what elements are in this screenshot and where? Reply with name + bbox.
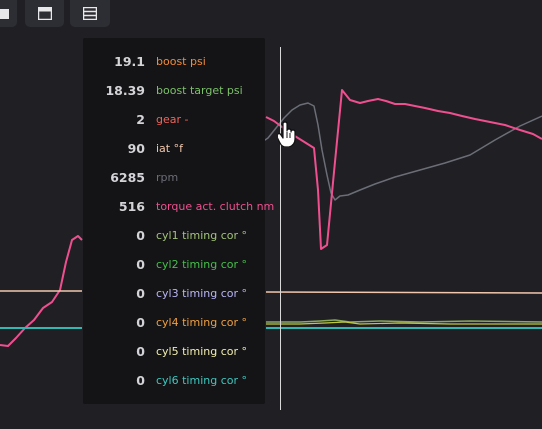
tooltip-series-label: iat °f bbox=[156, 142, 183, 155]
tooltip-row: 0 cyl4 timing cor ° bbox=[83, 315, 265, 335]
view-single-button[interactable] bbox=[0, 0, 17, 27]
series-line-rpm bbox=[261, 102, 542, 201]
tooltip-row: 0 cyl1 timing cor ° bbox=[83, 228, 265, 248]
tooltip-row: 0 cyl2 timing cor ° bbox=[83, 257, 265, 277]
tooltip-row: 2 gear - bbox=[83, 112, 265, 132]
tooltip-value: 6285 bbox=[110, 170, 145, 185]
tooltip-series-label: torque act. clutch nm bbox=[156, 200, 275, 213]
tooltip-series-label: boost psi bbox=[156, 55, 206, 68]
tooltip-value: 0 bbox=[136, 257, 145, 272]
tooltip-series-label: boost target psi bbox=[156, 84, 243, 97]
tooltip-series-label: cyl4 timing cor ° bbox=[156, 316, 247, 329]
tooltip-series-label: cyl2 timing cor ° bbox=[156, 258, 247, 271]
tooltip-value: 0 bbox=[136, 344, 145, 359]
view-panel-button[interactable] bbox=[25, 0, 64, 27]
tooltip-series-label: cyl3 timing cor ° bbox=[156, 287, 247, 300]
series-line-cyl-timing-a bbox=[266, 319, 542, 323]
tooltip-series-label: cyl6 timing cor ° bbox=[156, 374, 247, 387]
series-line-torque bbox=[0, 235, 83, 347]
series-line-iat bbox=[265, 291, 542, 294]
tooltip-row: 90 iat °f bbox=[83, 141, 265, 161]
tooltip-value: 0 bbox=[136, 286, 145, 301]
tooltip-series-label: cyl5 timing cor ° bbox=[156, 345, 247, 358]
tooltip-row: 516 torque act. clutch nm bbox=[83, 199, 274, 219]
tooltip-value: 2 bbox=[136, 112, 145, 127]
tooltip-value: 18.39 bbox=[105, 83, 145, 98]
tooltip-row: 0 cyl6 timing cor ° bbox=[83, 373, 265, 393]
tooltip-series-label: gear - bbox=[156, 113, 189, 126]
hover-tooltip: 19.1 boost psi 18.39 boost target psi 2 gear … bbox=[83, 38, 274, 404]
crosshair-line bbox=[280, 47, 281, 410]
tooltip-row: 19.1 boost psi bbox=[83, 54, 265, 74]
tooltip-row: 18.39 boost target psi bbox=[83, 83, 265, 103]
tooltip-value: 90 bbox=[127, 141, 145, 156]
series-line-cyl-timing-b bbox=[266, 321, 542, 325]
tooltip-value: 0 bbox=[136, 373, 145, 388]
view-stacked-button[interactable] bbox=[70, 0, 110, 27]
tooltip-value: 0 bbox=[136, 315, 145, 330]
view-panel-icon bbox=[37, 7, 52, 20]
tooltip-value: 516 bbox=[118, 199, 145, 214]
view-single-icon bbox=[0, 8, 9, 19]
series-line-torque bbox=[265, 89, 542, 250]
hand-pointer-icon bbox=[278, 121, 296, 147]
tooltip-series-label: rpm bbox=[156, 171, 179, 184]
tooltip-value: 19.1 bbox=[114, 54, 145, 69]
tooltip-row: 6285 rpm bbox=[83, 170, 265, 190]
tooltip-row: 0 cyl5 timing cor ° bbox=[83, 344, 265, 364]
view-stacked-icon bbox=[83, 7, 97, 20]
tooltip-series-label: cyl1 timing cor ° bbox=[156, 229, 247, 242]
tooltip-row: 0 cyl3 timing cor ° bbox=[83, 286, 265, 306]
tooltip-value: 0 bbox=[136, 228, 145, 243]
